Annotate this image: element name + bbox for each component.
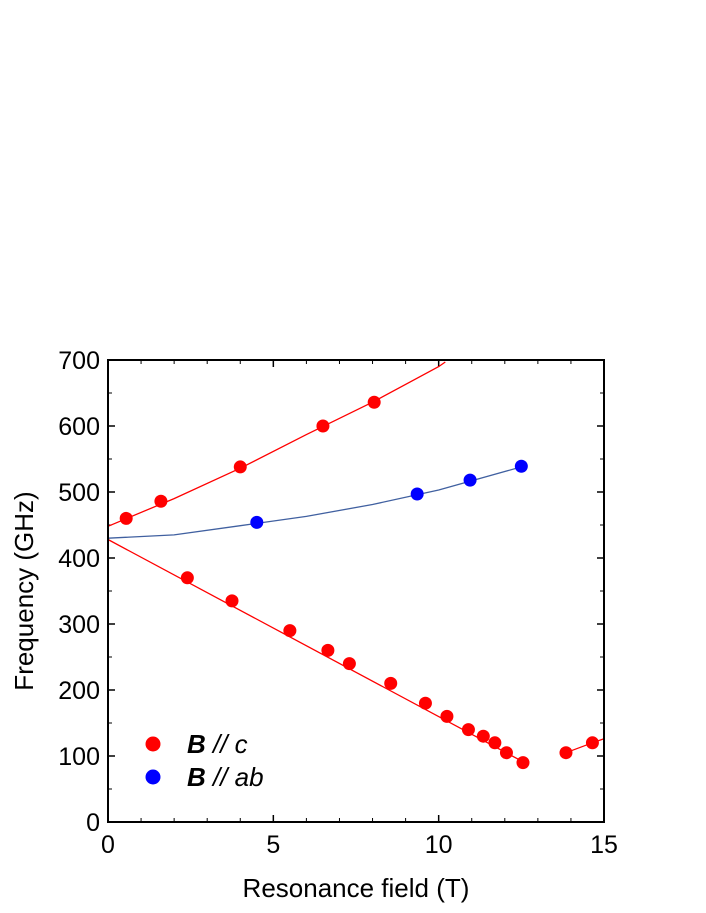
- data-point-series-1: [514, 459, 528, 473]
- data-point-series-0: [233, 460, 247, 474]
- data-point-series-0: [384, 676, 398, 690]
- legend-label-bold: B: [187, 729, 206, 759]
- x-tick-label: 5: [266, 831, 280, 859]
- fit-lines: [107, 361, 605, 764]
- data-point-series-0: [559, 746, 573, 760]
- data-point-series-0: [180, 571, 194, 585]
- fit-curve-series-1: [107, 466, 522, 539]
- data-point-series-0: [225, 594, 239, 608]
- legend-label: B // c: [187, 729, 248, 759]
- data-point-series-0: [316, 419, 330, 433]
- y-tick-label: 700: [58, 347, 100, 375]
- x-axis-label: Resonance field (T): [243, 873, 470, 903]
- data-point-series-0: [119, 511, 133, 525]
- y-tick-label: 200: [58, 677, 100, 705]
- legend-label: B // ab: [187, 762, 264, 792]
- axis-ticks: [107, 359, 605, 823]
- fit-curve-series-0: [107, 361, 446, 527]
- data-point-series-1: [250, 515, 264, 529]
- legend-label-rest: // ab: [206, 762, 264, 792]
- data-point-series-0: [367, 395, 381, 409]
- y-tick-label: 100: [58, 743, 100, 771]
- data-point-series-0: [283, 624, 297, 638]
- y-tick-label: 0: [86, 809, 100, 837]
- data-point-series-0: [154, 494, 168, 508]
- y-tick-label: 500: [58, 479, 100, 507]
- data-point-series-1: [463, 473, 477, 487]
- legend-marker: [145, 736, 161, 752]
- data-point-series-0: [476, 729, 490, 743]
- data-point-series-0: [488, 736, 502, 750]
- legend-label-bold: B: [187, 762, 206, 792]
- y-tick-label: 400: [58, 545, 100, 573]
- data-point-series-0: [499, 746, 513, 760]
- y-tick-label: 300: [58, 611, 100, 639]
- y-tick-label: 600: [58, 413, 100, 441]
- data-point-series-0: [321, 643, 335, 657]
- data-point-series-0: [440, 709, 454, 723]
- data-point-series-0: [418, 696, 432, 710]
- x-tick-label: 10: [425, 831, 453, 859]
- legend: B // cB // ab: [145, 729, 264, 792]
- plot-frame: [107, 359, 605, 823]
- data-points: [119, 395, 599, 770]
- data-point-series-0: [342, 657, 356, 671]
- x-tick-label: 15: [590, 831, 618, 859]
- data-point-series-1: [410, 487, 424, 501]
- x-tick-label: 0: [101, 831, 115, 859]
- tick-labels: 0 5 10 15 0 100 200 300 400 500 600 700: [58, 347, 618, 859]
- legend-marker: [145, 769, 161, 785]
- y-axis-label: Frequency (GHz): [9, 491, 39, 690]
- legend-label-rest: // c: [206, 729, 248, 759]
- data-point-series-0: [516, 756, 530, 770]
- fit-curve-series-0: [107, 538, 525, 764]
- data-point-series-0: [585, 736, 599, 750]
- data-point-series-0: [461, 723, 475, 737]
